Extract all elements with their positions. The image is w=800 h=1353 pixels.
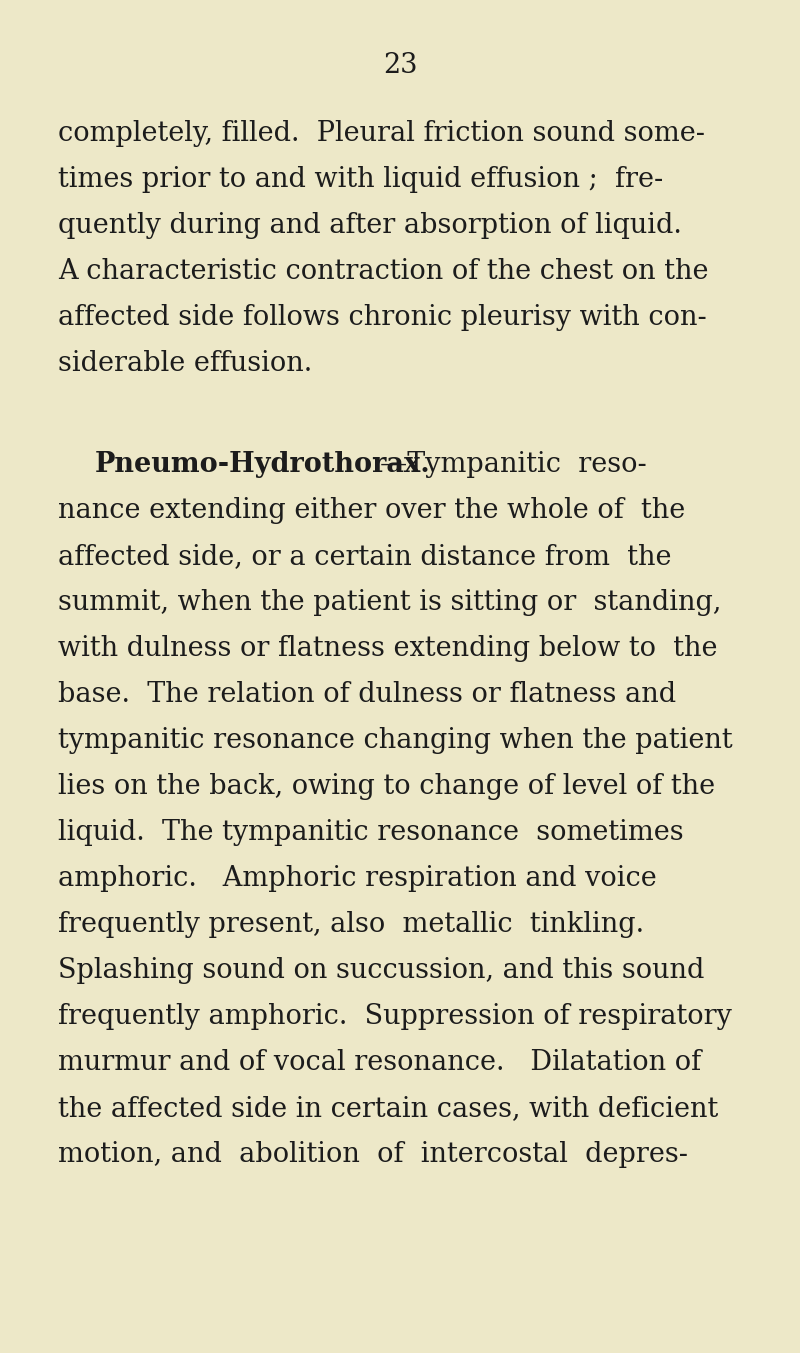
Text: affected side, or a certain distance from  the: affected side, or a certain distance fro…: [58, 543, 671, 570]
Text: 23: 23: [382, 51, 418, 78]
Text: base.  The relation of dulness or flatness and: base. The relation of dulness or flatnes…: [58, 681, 676, 708]
Text: summit, when the patient is sitting or  standing,: summit, when the patient is sitting or s…: [58, 589, 722, 616]
Text: siderable effusion.: siderable effusion.: [58, 350, 312, 377]
Text: the affected side in certain cases, with deficient: the affected side in certain cases, with…: [58, 1095, 718, 1122]
Text: frequently present, also  metallic  tinkling.: frequently present, also metallic tinkli…: [58, 911, 644, 938]
Text: lies on the back, owing to change of level of the: lies on the back, owing to change of lev…: [58, 773, 715, 800]
Text: with dulness or flatness extending below to  the: with dulness or flatness extending below…: [58, 635, 718, 662]
Text: times prior to and with liquid effusion ;  fre-: times prior to and with liquid effusion …: [58, 166, 663, 193]
Text: quently during and after absorption of liquid.: quently during and after absorption of l…: [58, 212, 682, 239]
Text: Splashing sound on succussion, and this sound: Splashing sound on succussion, and this …: [58, 957, 704, 984]
Text: liquid.  The tympanitic resonance  sometimes: liquid. The tympanitic resonance sometim…: [58, 819, 684, 846]
Text: affected side follows chronic pleurisy with con-: affected side follows chronic pleurisy w…: [58, 304, 706, 331]
Text: motion, and  abolition  of  intercostal  depres-: motion, and abolition of intercostal dep…: [58, 1141, 688, 1168]
Text: frequently amphoric.  Suppression of respiratory: frequently amphoric. Suppression of resp…: [58, 1003, 732, 1030]
Text: —Tympanitic  reso-: —Tympanitic reso-: [380, 451, 646, 478]
Text: A characteristic contraction of the chest on the: A characteristic contraction of the ches…: [58, 258, 709, 285]
Text: nance extending either over the whole of  the: nance extending either over the whole of…: [58, 497, 686, 524]
Text: completely, filled.  Pleural friction sound some-: completely, filled. Pleural friction sou…: [58, 120, 705, 147]
Text: tympanitic resonance changing when the patient: tympanitic resonance changing when the p…: [58, 727, 733, 754]
Text: amphoric.   Amphoric respiration and voice: amphoric. Amphoric respiration and voice: [58, 865, 657, 892]
Text: murmur and of vocal resonance.   Dilatation of: murmur and of vocal resonance. Dilatatio…: [58, 1049, 701, 1076]
Text: Pneumo-Hydrothorax.: Pneumo-Hydrothorax.: [95, 451, 430, 478]
